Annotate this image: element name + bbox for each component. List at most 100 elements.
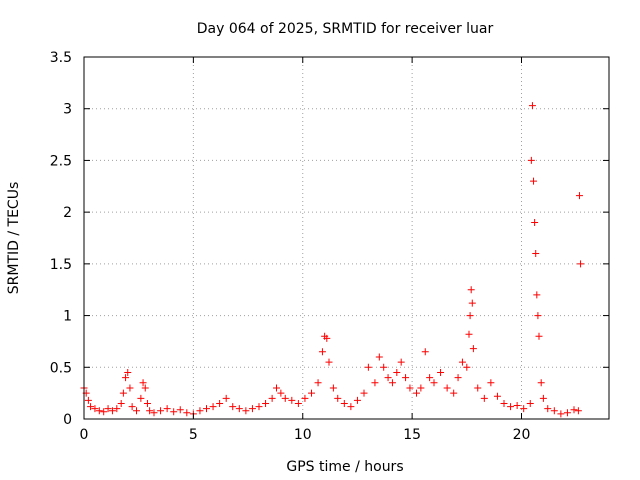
data-point-marker [301,394,309,402]
data-point-marker [393,368,401,376]
data-points [80,102,585,418]
data-point-marker [454,374,462,382]
data-point-marker [550,407,558,415]
y-axis-label: SRMTID / TECUs [6,182,22,295]
data-point-marker [139,379,147,387]
data-point-marker [450,389,458,397]
data-point-marker [437,368,445,376]
data-point-marker [426,374,434,382]
data-point-marker [255,403,263,411]
data-point-marker [469,345,477,353]
data-point-marker [353,396,361,404]
data-point-marker [570,406,578,414]
x-tick-label: 15 [403,427,421,443]
data-point-marker [575,192,583,200]
data-point-marker [146,407,154,415]
data-point-marker [530,177,538,185]
x-tick-label: 0 [80,427,89,443]
data-point-marker [229,403,237,411]
data-point-marker [196,407,204,415]
data-point-marker [465,330,473,338]
plot-frame [83,56,610,420]
data-point-marker [281,394,289,402]
data-point-marker [397,358,405,366]
tick-labels: 0 5 10 15 20 0 0.5 1 1.5 2 2.5 3 3.5 [50,50,531,443]
data-point-marker [119,389,127,397]
data-point-marker [375,353,383,361]
data-point-marker [183,409,191,417]
data-point-marker [222,394,230,402]
data-point-marker [487,379,495,387]
data-point-marker [262,399,270,407]
data-point-marker [113,405,121,413]
data-point-marker [108,407,116,415]
data-point-marker [137,394,145,402]
data-point-marker [288,396,296,404]
x-tick-label: 20 [513,427,531,443]
data-point-marker [325,358,333,366]
data-point-marker [388,379,396,387]
data-point-marker [539,394,547,402]
data-point-marker [235,405,243,413]
data-point-marker [128,403,136,411]
data-point-marker [170,408,178,416]
data-point-marker [126,384,134,392]
data-point-marker [347,403,355,411]
y-tick-label: 2.5 [50,153,72,169]
data-point-marker [532,250,540,258]
data-point-marker [430,379,438,387]
data-point-marker [277,389,285,397]
data-point-marker [323,334,331,342]
data-point-marker [458,358,466,366]
data-point-marker [380,363,388,371]
data-point-marker [520,405,528,413]
data-point-marker [122,374,130,382]
data-point-marker [176,406,184,414]
data-point-marker [141,384,149,392]
data-point-marker [104,405,112,413]
data-point-marker [413,389,420,397]
data-point-marker [318,348,326,356]
data-point-marker [248,405,256,413]
data-point-marker [531,218,539,226]
data-point-marker [157,407,165,415]
data-point-marker [468,299,476,307]
data-point-marker [117,399,125,407]
data-point-marker [364,363,372,371]
data-point-marker [534,312,542,320]
data-point-marker [563,409,571,417]
data-point-marker [535,332,543,340]
x-axis-label: GPS time / hours [286,459,403,475]
data-point-marker [84,396,92,404]
x-tick-label: 5 [189,427,198,443]
data-point-marker [417,384,425,392]
data-point-marker [340,399,348,407]
y-tick-label: 1.5 [50,257,72,273]
data-point-marker [294,399,302,407]
data-point-marker [334,394,342,402]
data-point-marker [474,384,482,392]
data-point-marker [150,409,158,417]
y-tick-label: 1 [63,309,72,325]
data-point-marker [466,312,474,320]
grid-lines [84,57,609,419]
data-point-marker [143,399,151,407]
data-point-marker [209,403,217,411]
data-point-marker [371,379,379,387]
data-point-marker [133,407,140,415]
data-point-marker [329,384,337,392]
data-point-marker [308,389,315,397]
data-point-marker [203,405,210,413]
data-point-marker [577,260,585,268]
data-point-marker [527,156,535,164]
data-point-marker [421,348,429,356]
data-point-marker [216,399,224,407]
axis-ticks [83,56,609,420]
data-point-marker [463,363,471,371]
data-point-marker [406,384,414,392]
data-point-marker [507,403,515,411]
data-point-marker [513,402,521,410]
x-tick-label: 10 [294,427,312,443]
data-point-marker [87,403,95,411]
